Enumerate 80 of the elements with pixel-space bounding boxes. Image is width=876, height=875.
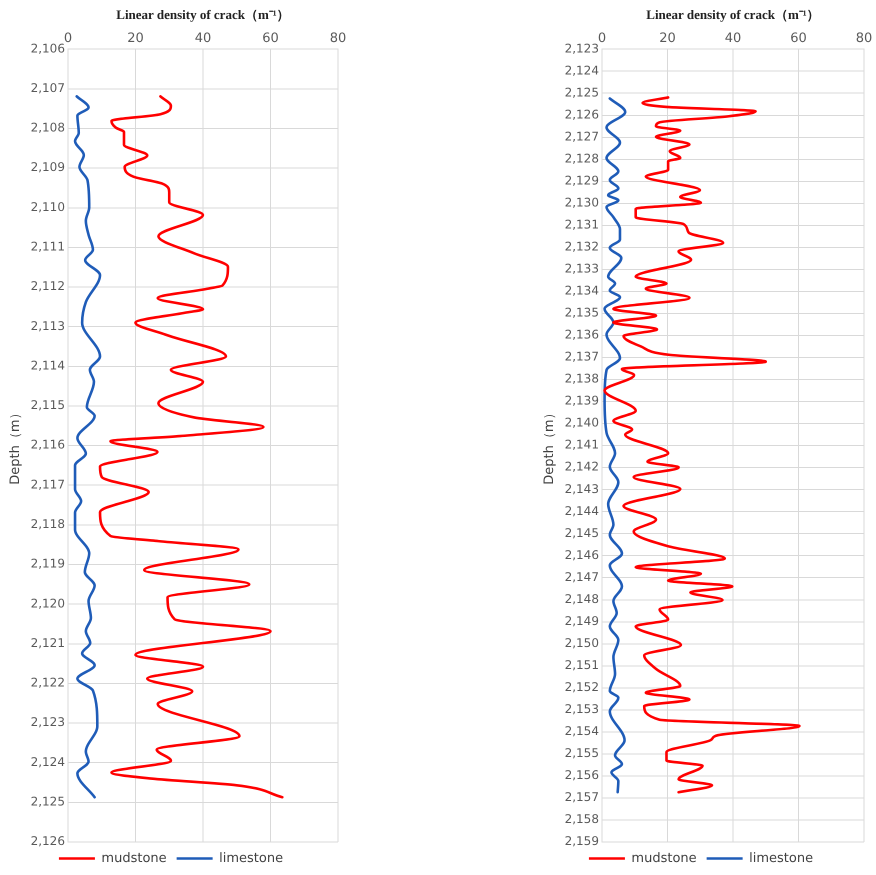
y-tick-label: 2,125 <box>30 794 65 808</box>
line-series <box>603 97 627 794</box>
y-tick-label: 2,150 <box>564 636 599 650</box>
y-tick-label: 2,133 <box>564 262 599 276</box>
y-tick-label: 2,123 <box>30 715 65 730</box>
legend-label: limestone <box>749 850 814 866</box>
x-tick-label: 80 <box>856 30 872 46</box>
y-tick-label: 2,159 <box>564 834 599 848</box>
y-tick-label: 2,117 <box>30 477 65 492</box>
y-tick-label: 2,152 <box>564 680 599 694</box>
y-axis-title: Depth（m） <box>8 406 24 485</box>
y-tick-label: 2,148 <box>564 592 599 606</box>
y-tick-label: 2,129 <box>564 173 599 188</box>
y-tick-label: 2,127 <box>564 129 599 144</box>
x-tick-label: 40 <box>724 30 742 46</box>
y-tick-label: 2,142 <box>564 460 599 474</box>
y-tick-label: 2,154 <box>564 724 599 738</box>
y-tick-label: 2,109 <box>30 160 65 174</box>
y-tick-label: 2,112 <box>30 279 65 294</box>
y-tick-label: 2,118 <box>30 517 65 532</box>
y-tick-label: 2,147 <box>564 570 599 584</box>
y-tick-label: 2,143 <box>564 482 599 496</box>
y-tick-label: 2,108 <box>30 120 65 135</box>
legend-label: mudstone <box>101 850 167 866</box>
y-tick-label: 2,126 <box>564 107 599 122</box>
x-tick-label: 60 <box>262 30 279 46</box>
y-tick-label: 2,134 <box>564 284 599 298</box>
x-tick-label: 0 <box>64 30 72 46</box>
y-tick-label: 2,141 <box>564 438 599 452</box>
y-tick-label: 2,126 <box>30 834 65 848</box>
y-tick-label: 2,111 <box>30 240 65 254</box>
x-tick-label: 20 <box>659 30 676 46</box>
y-tick-label: 2,132 <box>564 240 599 254</box>
y-tick-label: 2,128 <box>564 151 599 166</box>
y-tick-label: 2,124 <box>564 63 599 78</box>
y-tick-label: 2,113 <box>30 318 65 333</box>
x-tick-label: 20 <box>127 30 144 46</box>
y-tick-label: 2,149 <box>564 614 599 628</box>
y-tick-label: 2,158 <box>564 812 599 826</box>
y-tick-label: 2,131 <box>564 218 599 232</box>
y-tick-label: 2,120 <box>30 596 65 610</box>
y-tick-label: 2,146 <box>564 548 599 562</box>
y-tick-label: 2,145 <box>564 526 599 540</box>
y-tick-label: 2,139 <box>564 394 599 408</box>
line-series <box>74 95 102 799</box>
y-tick-label: 2,151 <box>564 658 599 672</box>
y-tick-label: 2,116 <box>30 438 65 452</box>
x-axis-title: Linear density of crack（m⁻¹） <box>646 7 820 22</box>
y-tick-label: 2,124 <box>30 754 65 769</box>
y-tick-label: 2,130 <box>564 195 599 210</box>
y-tick-label: 2,121 <box>30 636 65 650</box>
y-tick-label: 2,119 <box>30 556 65 571</box>
y-tick-label: 2,140 <box>564 416 599 430</box>
y-tick-label: 2,157 <box>564 790 599 804</box>
y-tick-label: 2,155 <box>564 746 599 760</box>
y-tick-label: 2,115 <box>30 398 65 412</box>
y-tick-label: 2,137 <box>564 350 599 364</box>
y-tick-label: 2,106 <box>30 41 65 56</box>
x-tick-label: 60 <box>790 30 807 46</box>
y-tick-label: 2,123 <box>564 41 599 56</box>
y-tick-label: 2,144 <box>564 504 599 518</box>
y-tick-label: 2,125 <box>564 85 599 100</box>
y-tick-label: 2,122 <box>30 676 65 690</box>
y-tick-label: 2,156 <box>564 768 599 782</box>
x-tick-label: 40 <box>194 30 212 46</box>
y-axis-title: Depth（m） <box>542 406 558 485</box>
y-tick-label: 2,114 <box>30 358 65 372</box>
x-axis-title: Linear density of crack（m⁻¹） <box>116 7 290 22</box>
legend-label: mudstone <box>631 850 697 866</box>
line-series <box>98 95 284 799</box>
y-tick-label: 2,136 <box>564 328 599 342</box>
y-tick-label: 2,138 <box>564 372 599 386</box>
y-tick-label: 2,107 <box>30 80 65 95</box>
x-tick-label: 0 <box>598 30 606 46</box>
y-tick-label: 2,110 <box>30 200 65 214</box>
line-series <box>603 96 801 794</box>
x-tick-label: 80 <box>330 30 346 46</box>
y-tick-label: 2,135 <box>564 306 599 320</box>
y-tick-label: 2,153 <box>564 702 599 716</box>
legend-label: limestone <box>219 850 284 866</box>
